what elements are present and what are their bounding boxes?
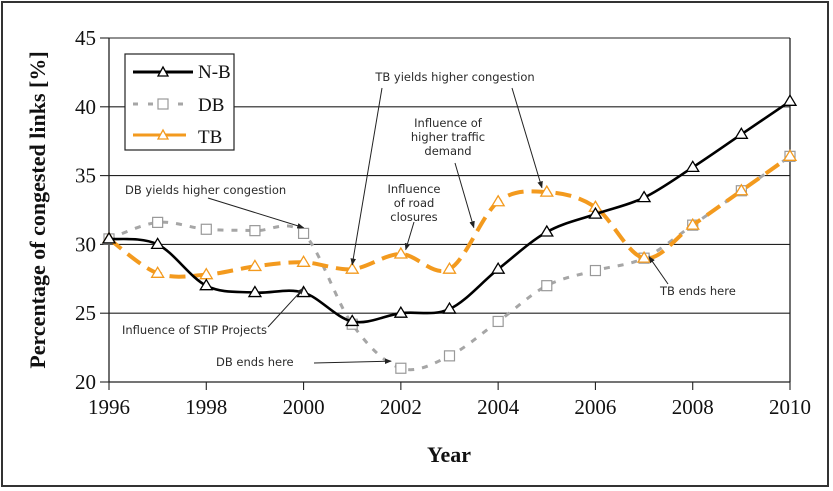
legend-label-tb: TB (198, 127, 222, 148)
annotation-text: Influence of STIP Projects (122, 323, 267, 337)
x-tick-label: 2000 (283, 395, 325, 419)
x-tick-label: 2002 (380, 395, 422, 419)
annotation-arrow (454, 162, 475, 229)
data-point-db (589, 264, 602, 277)
data-point-tb (345, 261, 360, 274)
data-point-tb (247, 259, 263, 272)
y-tick-label: 35 (75, 164, 96, 188)
data-point-db (152, 216, 164, 228)
data-point-db (492, 315, 504, 328)
y-tick-label: 40 (75, 95, 96, 119)
x-tick-label: 1998 (185, 395, 227, 419)
x-tick-label: 2008 (672, 395, 714, 419)
legend-marker-tb (156, 128, 170, 140)
data-point-tb (296, 255, 311, 267)
annotation-line: DB ends here (216, 355, 294, 369)
data-point-n-b (588, 206, 603, 219)
legend-item-db: DB (133, 95, 224, 116)
annotation-text: TB yields higher congestion (374, 70, 534, 84)
data-point-db (443, 350, 456, 362)
data-point-n-b (636, 190, 652, 203)
data-point-n-b (345, 314, 360, 327)
data-point-n-b (685, 160, 700, 172)
series-line-tb (107, 154, 792, 279)
annotation-line: Influence of STIP Projects (122, 323, 267, 337)
annotations: DB yields higher congestion Influence of … (122, 70, 736, 369)
legend-marker-db (157, 98, 169, 110)
data-point-n-b (734, 127, 749, 139)
data-point-db (249, 225, 261, 237)
legend: N-B DB TB (124, 53, 235, 151)
data-point-n-b (782, 94, 798, 106)
y-tick-label: 25 (75, 301, 96, 325)
x-tick-label: 1996 (88, 395, 130, 419)
annotation-line: TB yields higher congestion (374, 70, 534, 84)
annotation-arrow (511, 87, 543, 189)
annotation-arrow (350, 87, 383, 266)
annotation-text: DB ends here (216, 355, 294, 369)
y-tick-label: 20 (75, 370, 96, 394)
axes: 20 25 30 35 40 45 1996 1998 2000 2002 2004 2006 2008… (75, 26, 811, 419)
annotation-arrow (267, 287, 305, 328)
y-tick-label: 30 (75, 232, 96, 256)
data-point-n-b (490, 261, 506, 274)
y-tick-label: 45 (75, 26, 96, 50)
annotation-arrow (404, 221, 415, 251)
data-point-n-b (199, 278, 214, 291)
data-point-db (200, 223, 212, 235)
data-point-db (541, 280, 553, 292)
x-tick-label: 2006 (574, 395, 616, 419)
legend-label-n-b: N-B (198, 62, 231, 83)
data-point-n-b (101, 231, 117, 244)
annotation-text: TB ends here (659, 284, 736, 298)
annotation-line: closures (390, 210, 437, 224)
annotation-line: TB ends here (659, 284, 736, 298)
data-point-tb (636, 250, 652, 263)
data-point-n-b (442, 301, 457, 314)
annotation-line: Influence of (414, 116, 483, 130)
data-point-n-b (247, 285, 263, 298)
annotation-line: DB yields higher congestion (125, 183, 286, 197)
data-point-tb (490, 194, 506, 207)
data-point-tb (539, 184, 554, 197)
data-point-n-b (393, 305, 409, 318)
legend-marker-n-b (156, 65, 170, 77)
data-point-tb (442, 261, 457, 274)
annotation-arrow (207, 197, 305, 229)
x-tick-label: 2010 (769, 395, 811, 419)
data-point-n-b (150, 237, 165, 250)
data-point-n-b (539, 224, 554, 237)
annotation-arrow (648, 255, 669, 285)
legend-item-tb: TB (133, 127, 222, 148)
data-point-db (395, 362, 407, 374)
annotation-line: of road (394, 196, 435, 210)
series-group (101, 94, 798, 374)
legend-label-db: DB (198, 95, 224, 116)
x-tick-label: 2004 (477, 395, 520, 419)
data-point-tb (685, 217, 700, 230)
data-point-db (297, 227, 310, 239)
annotation-text: Influence of road closures (388, 182, 441, 224)
data-point-tb (734, 183, 749, 196)
annotation-text: DB yields higher congestion (125, 183, 286, 197)
x-axis-title: Year (427, 442, 471, 467)
data-point-tb (782, 149, 798, 161)
legend-item-n-b: N-B (133, 62, 231, 83)
annotation-line: Influence (388, 182, 441, 196)
annotation-line: higher traffic (411, 130, 485, 144)
y-axis-title: Percentage of congested links [%] (25, 51, 50, 368)
data-point-tb (393, 246, 409, 259)
annotation-text: Influence of higher traffic demand (411, 116, 485, 158)
annotation-arrow (313, 358, 392, 365)
annotation-line: demand (424, 144, 471, 158)
data-point-tb (150, 266, 165, 278)
